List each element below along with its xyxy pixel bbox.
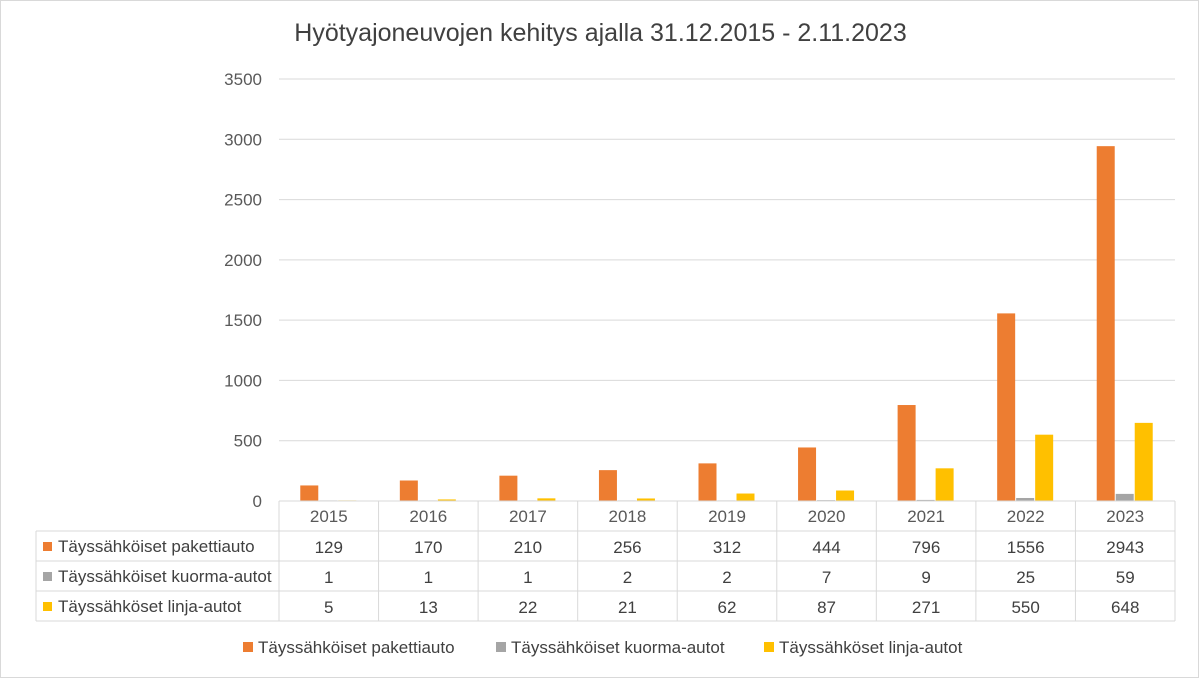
x-tick-label: 2023 bbox=[1106, 507, 1144, 526]
bar bbox=[997, 313, 1016, 501]
data-cell: 210 bbox=[514, 538, 542, 557]
x-tick-label: 2015 bbox=[310, 507, 348, 526]
bar bbox=[836, 490, 855, 501]
data-cell: 2 bbox=[623, 568, 632, 587]
bar bbox=[916, 499, 935, 501]
table-legend-key bbox=[43, 542, 52, 551]
x-tick-label: 2016 bbox=[409, 507, 447, 526]
y-tick-label: 2000 bbox=[224, 251, 262, 270]
bar bbox=[1035, 434, 1054, 501]
x-tick-label: 2017 bbox=[509, 507, 547, 526]
table-legend-key bbox=[43, 602, 52, 611]
legend-swatch bbox=[243, 642, 253, 652]
legend-label: Täyssähköset linja-autot bbox=[779, 638, 963, 657]
data-cell: 25 bbox=[1016, 568, 1035, 587]
data-cell: 796 bbox=[912, 538, 940, 557]
bar bbox=[935, 468, 954, 501]
data-cell: 13 bbox=[419, 598, 438, 617]
data-cell: 1 bbox=[324, 568, 333, 587]
table-row-label: Täyssähköset linja-autot bbox=[58, 597, 242, 616]
x-tick-label: 2018 bbox=[609, 507, 647, 526]
bar bbox=[399, 480, 418, 501]
bar bbox=[598, 470, 617, 501]
data-cell: 87 bbox=[817, 598, 836, 617]
data-cell: 170 bbox=[414, 538, 442, 557]
bar bbox=[798, 447, 817, 501]
x-tick-label: 2020 bbox=[808, 507, 846, 526]
data-cell: 21 bbox=[618, 598, 637, 617]
bar bbox=[636, 498, 655, 501]
data-cell: 550 bbox=[1011, 598, 1039, 617]
table-row-label: Täyssähköiset pakettiauto bbox=[58, 537, 255, 556]
bar bbox=[736, 493, 755, 501]
bar bbox=[300, 485, 319, 501]
data-cell: 9 bbox=[921, 568, 930, 587]
data-cell: 312 bbox=[713, 538, 741, 557]
y-tick-label: 0 bbox=[253, 492, 262, 511]
data-cell: 648 bbox=[1111, 598, 1139, 617]
legend-swatch bbox=[764, 642, 774, 652]
table-row-label: Täyssähköiset kuorma-autot bbox=[58, 567, 272, 586]
data-cell: 1 bbox=[424, 568, 433, 587]
data-cell: 2 bbox=[722, 568, 731, 587]
y-tick-label: 1500 bbox=[224, 311, 262, 330]
y-tick-label: 3000 bbox=[224, 130, 262, 149]
x-tick-label: 2021 bbox=[907, 507, 945, 526]
data-cell: 62 bbox=[718, 598, 737, 617]
data-cell: 444 bbox=[812, 538, 840, 557]
bar bbox=[437, 499, 456, 501]
data-cell: 129 bbox=[315, 538, 343, 557]
y-tick-label: 2500 bbox=[224, 191, 262, 210]
data-cell: 271 bbox=[912, 598, 940, 617]
data-cell: 2943 bbox=[1106, 538, 1144, 557]
bar bbox=[698, 463, 717, 501]
legend-swatch bbox=[496, 642, 506, 652]
legend-label: Täyssähköiset kuorma-autot bbox=[511, 638, 725, 657]
data-cell: 1 bbox=[523, 568, 532, 587]
bar bbox=[897, 405, 916, 501]
legend-label: Täyssähköiset pakettiauto bbox=[258, 638, 455, 657]
x-tick-label: 2019 bbox=[708, 507, 746, 526]
bar bbox=[537, 498, 556, 501]
bar bbox=[1096, 146, 1115, 502]
bar bbox=[1134, 422, 1153, 501]
bar bbox=[499, 475, 518, 501]
data-cell: 5 bbox=[324, 598, 333, 617]
y-tick-label: 1000 bbox=[224, 371, 262, 390]
bar bbox=[1115, 493, 1134, 501]
data-cell: 7 bbox=[822, 568, 831, 587]
data-cell: 256 bbox=[613, 538, 641, 557]
y-tick-label: 3500 bbox=[224, 70, 262, 89]
data-cell: 59 bbox=[1116, 568, 1135, 587]
x-tick-label: 2022 bbox=[1007, 507, 1045, 526]
data-cell: 22 bbox=[518, 598, 537, 617]
table-legend-key bbox=[43, 572, 52, 581]
y-tick-label: 500 bbox=[234, 432, 262, 451]
bar bbox=[1016, 497, 1035, 501]
data-cell: 1556 bbox=[1007, 538, 1045, 557]
chart-title: Hyötyajoneuvojen kehitys ajalla 31.12.20… bbox=[294, 19, 907, 47]
